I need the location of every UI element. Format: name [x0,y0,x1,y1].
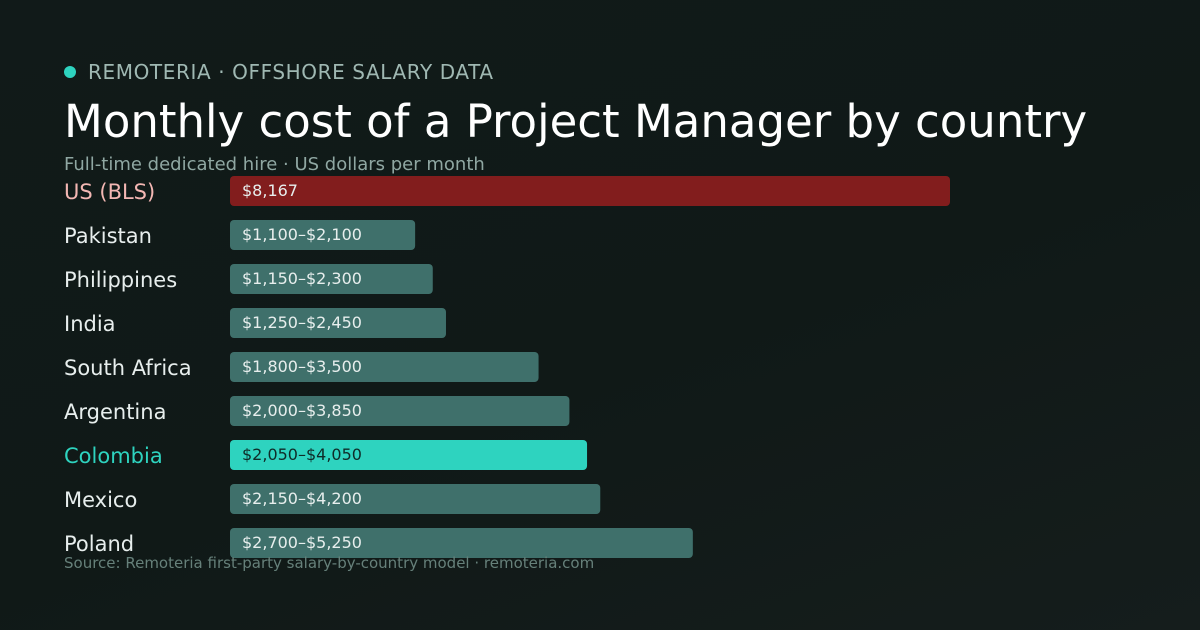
chart-subtitle: Full-time dedicated hire · US dollars pe… [64,154,485,175]
value-label-pakistan: $1,100–$2,100 [242,225,362,244]
bar-india [230,308,446,338]
value-label-us-bls: $8,167 [242,181,298,200]
bar-pakistan [230,220,416,250]
category-label-colombia: Colombia [64,444,163,468]
category-label-india: India [64,312,116,336]
bar-mexico [230,484,601,514]
category-label-south-africa: South Africa [64,356,192,380]
brand-text: REMOTERIA · OFFSHORE SALARY DATA [88,60,494,84]
bar-us-bls [230,176,950,206]
value-label-mexico: $2,150–$4,200 [242,489,362,508]
bar-philippines [230,264,433,294]
chart-title: Monthly cost of a Project Manager by cou… [64,95,1088,148]
value-label-south-africa: $1,800–$3,500 [242,357,362,376]
bar-south-africa [230,352,539,382]
source-note: Source: Remoteria first-party salary-by-… [64,554,595,572]
category-label-argentina: Argentina [64,400,166,424]
category-label-philippines: Philippines [64,268,177,292]
category-label-mexico: Mexico [64,488,137,512]
value-label-argentina: $2,000–$3,850 [242,401,362,420]
value-label-poland: $2,700–$5,250 [242,533,362,552]
category-label-poland: Poland [64,532,134,556]
value-label-philippines: $1,150–$2,300 [242,269,362,288]
bar-argentina [230,396,570,426]
value-label-colombia: $2,050–$4,050 [242,445,362,464]
brand-line: REMOTERIA · OFFSHORE SALARY DATA [64,60,494,84]
category-label-us-bls: US (BLS) [64,180,155,204]
value-label-india: $1,250–$2,450 [242,313,362,332]
bar-poland [230,528,693,558]
brand-dot-icon [64,66,76,78]
category-label-pakistan: Pakistan [64,224,152,248]
bar-colombia [230,440,588,470]
